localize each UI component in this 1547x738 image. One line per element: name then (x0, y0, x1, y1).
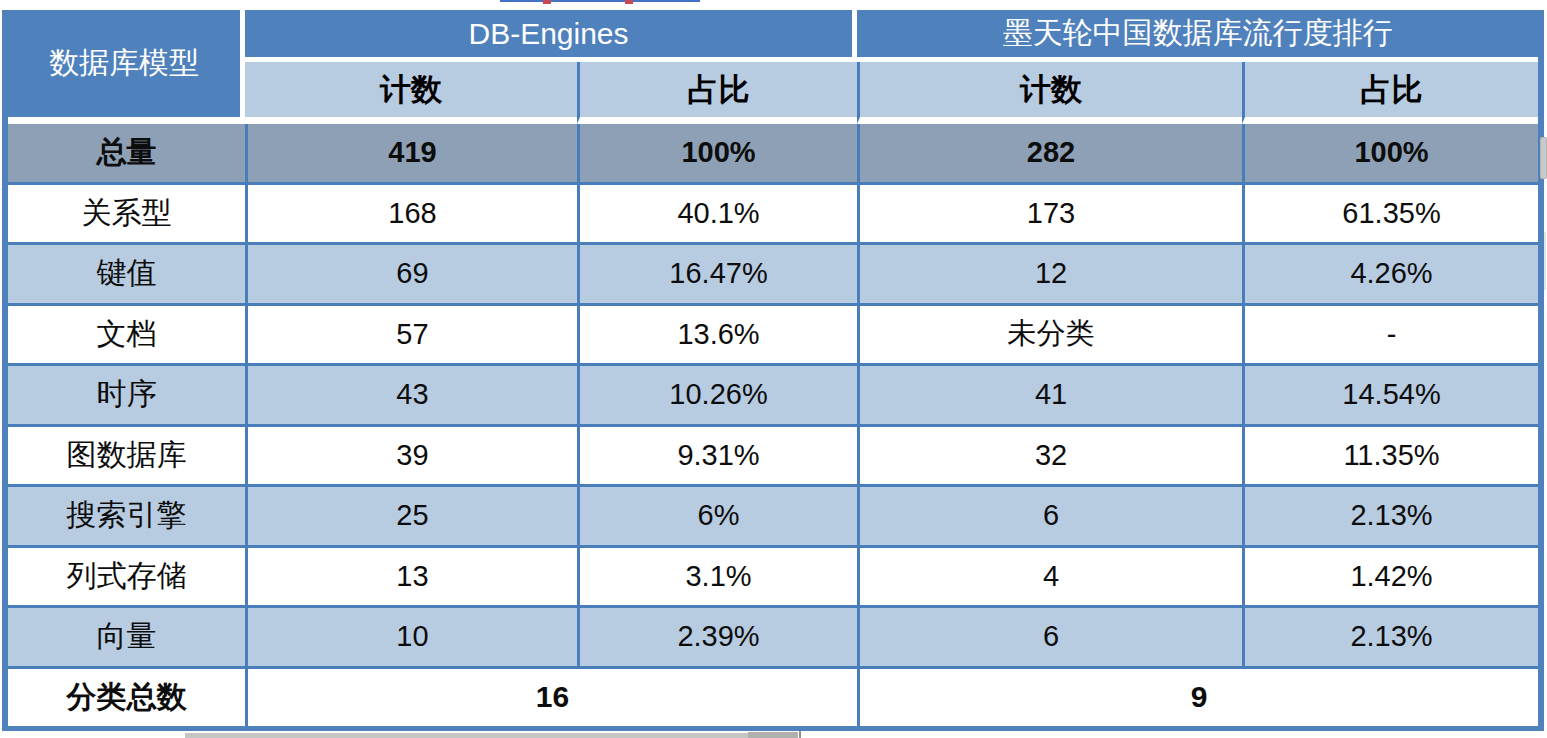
cell-value: 13.6% (577, 306, 857, 367)
column-header-share-mt: 占比 (1242, 62, 1538, 124)
row-label: 键值 (8, 245, 245, 306)
cell-value: 6 (857, 487, 1242, 548)
cell-value: 40.1% (577, 185, 857, 246)
row-label: 列式存储 (8, 548, 245, 609)
cell-value: 100% (577, 124, 857, 185)
cell-value: 10 (245, 608, 577, 669)
cell-value: 6 (857, 608, 1242, 669)
cell-value: 2.13% (1242, 608, 1538, 669)
cell-value: 13 (245, 548, 577, 609)
cell-value: 3.1% (577, 548, 857, 609)
database-comparison-table: 数据库模型 DB-Engines 墨天轮中国数据库流行度排行 计数 占比 计数 … (2, 10, 1544, 731)
cell-value: 25 (245, 487, 577, 548)
column-header-count-db: 计数 (245, 62, 577, 124)
cell-value: 61.35% (1242, 185, 1538, 246)
cell-value: 168 (245, 185, 577, 246)
cell-value: 100% (1242, 124, 1538, 185)
screenshot-stage: 数据库模型 DB-Engines 墨天轮中国数据库流行度排行 计数 占比 计数 … (0, 0, 1547, 738)
cell-value: 173 (857, 185, 1242, 246)
row-label: 总量 (8, 124, 245, 185)
horizontal-scrollbar-thumb[interactable] (748, 732, 798, 738)
cell-value: 未分类 (857, 306, 1242, 367)
cell-value: 6% (577, 487, 857, 548)
group-header-motianlun: 墨天轮中国数据库流行度排行 (857, 10, 1538, 62)
cell-value: 32 (857, 427, 1242, 488)
cell-value: 419 (245, 124, 577, 185)
cropped-line-artifact (500, 0, 700, 2)
table-row-搜索引擎: 搜索引擎256%62.13% (8, 487, 1538, 548)
cell-value: 11.35% (1242, 427, 1538, 488)
vertical-scrollbar-thumb[interactable] (1540, 137, 1547, 179)
red-mark-artifact (543, 0, 551, 4)
row-label: 时序 (8, 366, 245, 427)
row-label: 关系型 (8, 185, 245, 246)
table-row-向量: 向量102.39%62.13% (8, 608, 1538, 669)
cell-value: 282 (857, 124, 1242, 185)
table-footer: 分类总数 16 9 (8, 669, 1538, 726)
cell-value: 16.47% (577, 245, 857, 306)
cell-value: 12 (857, 245, 1242, 306)
footer-value-db-engines: 16 (245, 669, 857, 726)
corner-header-database-model: 数据库模型 (8, 10, 245, 124)
cell-value: 39 (245, 427, 577, 488)
cell-value: - (1242, 306, 1538, 367)
cell-value: 1.42% (1242, 548, 1538, 609)
cell-value: 43 (245, 366, 577, 427)
cell-value: 9.31% (577, 427, 857, 488)
footer-label-category-total: 分类总数 (8, 669, 245, 726)
group-header-row: 数据库模型 DB-Engines 墨天轮中国数据库流行度排行 (8, 10, 1538, 62)
table-header: 数据库模型 DB-Engines 墨天轮中国数据库流行度排行 计数 占比 计数 … (8, 10, 1538, 124)
cell-value: 57 (245, 306, 577, 367)
cell-value: 41 (857, 366, 1242, 427)
table-row-时序: 时序4310.26%4114.54% (8, 366, 1538, 427)
cell-value: 69 (245, 245, 577, 306)
horizontal-scrollbar-divider (799, 731, 801, 738)
row-label: 向量 (8, 608, 245, 669)
cell-value: 10.26% (577, 366, 857, 427)
table-row-键值: 键值6916.47%124.26% (8, 245, 1538, 306)
footer-value-motianlun: 9 (857, 669, 1538, 726)
row-label: 搜索引擎 (8, 487, 245, 548)
table-row-关系型: 关系型16840.1%17361.35% (8, 185, 1538, 246)
horizontal-scrollbar-track (185, 733, 795, 738)
cell-value: 2.39% (577, 608, 857, 669)
table-row-列式存储: 列式存储133.1%41.42% (8, 548, 1538, 609)
table-row-总量: 总量419100%282100% (8, 124, 1538, 185)
data-table: 数据库模型 DB-Engines 墨天轮中国数据库流行度排行 计数 占比 计数 … (8, 10, 1538, 726)
footer-row: 分类总数 16 9 (8, 669, 1538, 726)
cell-value: 14.54% (1242, 366, 1538, 427)
vertical-scrollbar-track (1544, 232, 1546, 290)
cell-value: 4 (857, 548, 1242, 609)
table-body: 总量419100%282100%关系型16840.1%17361.35%键值69… (8, 124, 1538, 669)
group-header-db-engines: DB-Engines (245, 10, 857, 62)
table-row-图数据库: 图数据库399.31%3211.35% (8, 427, 1538, 488)
red-mark-artifact (625, 0, 633, 4)
column-header-share-db: 占比 (577, 62, 857, 124)
row-label: 文档 (8, 306, 245, 367)
cell-value: 2.13% (1242, 487, 1538, 548)
cell-value: 4.26% (1242, 245, 1538, 306)
table-row-文档: 文档5713.6%未分类- (8, 306, 1538, 367)
row-label: 图数据库 (8, 427, 245, 488)
column-header-count-mt: 计数 (857, 62, 1242, 124)
